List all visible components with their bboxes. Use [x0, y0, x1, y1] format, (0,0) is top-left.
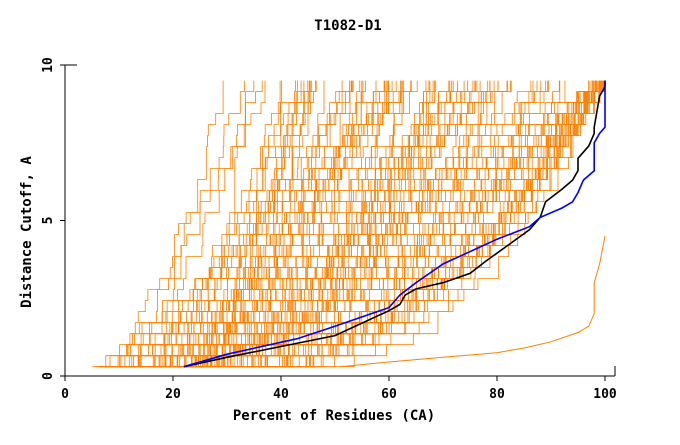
model-curve — [100, 80, 266, 368]
highlight-series — [183, 80, 606, 368]
model-curve — [226, 80, 600, 368]
x-tick-label: 20 — [165, 387, 181, 402]
model-curve — [204, 80, 589, 368]
blue-series-line — [183, 80, 606, 368]
model-curve — [148, 80, 489, 368]
outlier-model-line — [340, 235, 606, 368]
black-series-line — [183, 80, 606, 368]
y-axis-label: Distance Cutoff, A — [19, 156, 35, 308]
y-tick-label: 5 — [41, 217, 56, 225]
model-curve — [175, 80, 317, 368]
chart-title: T1082-D1 — [314, 18, 381, 34]
x-tick-label: 40 — [273, 387, 289, 402]
x-tick-label: 60 — [381, 387, 397, 402]
model-curve — [209, 80, 593, 368]
model-curve — [113, 80, 224, 368]
model-curve — [126, 80, 389, 368]
ticks: 0 20 40 60 80 100 0 5 10 — [41, 57, 617, 402]
model-curve — [134, 80, 298, 368]
model-curve — [116, 80, 481, 368]
model-curve — [163, 80, 450, 368]
x-tick-label: 0 — [61, 387, 69, 402]
model-curve — [111, 80, 430, 368]
x-tick-label: 100 — [593, 387, 617, 402]
y-tick-label: 0 — [41, 372, 56, 380]
axes — [64, 64, 616, 377]
model-curve — [167, 80, 604, 368]
model-curve — [131, 80, 465, 368]
x-tick-label: 80 — [489, 387, 505, 402]
model-curve — [115, 80, 263, 368]
model-curves — [92, 80, 606, 368]
model-curve — [175, 80, 606, 368]
model-curve — [171, 80, 354, 368]
y-tick-label: 10 — [41, 57, 56, 73]
model-curve — [174, 80, 377, 368]
x-axis-label: Percent of Residues (CA) — [233, 408, 435, 424]
model-curve — [149, 80, 282, 368]
model-curve — [221, 80, 596, 368]
